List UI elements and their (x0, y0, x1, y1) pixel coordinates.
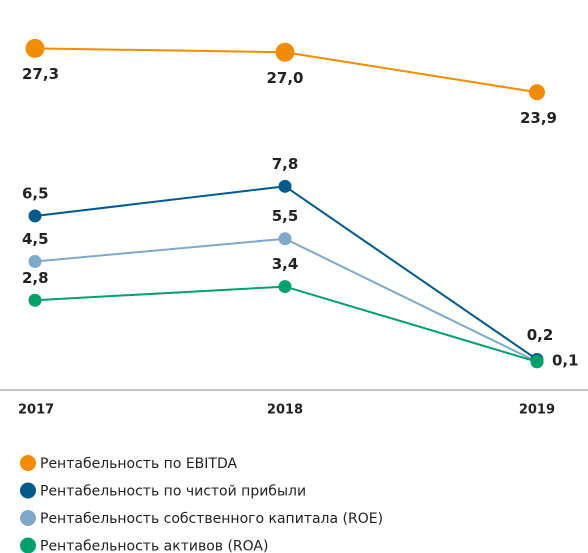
legend-label: Рентабельность активов (ROA) (40, 539, 268, 553)
legend-label: Рентабельность по чистой прибыли (40, 484, 306, 500)
data-label: 27,3 (22, 65, 59, 83)
legend-marker (20, 537, 36, 553)
x-tick-label: 2017 (18, 403, 54, 418)
data-point (28, 293, 42, 307)
data-point (28, 255, 42, 269)
data-point (278, 280, 292, 294)
data-label: 0,1 (552, 351, 579, 369)
data-label: 23,9 (520, 109, 557, 127)
data-label: 3,4 (272, 255, 299, 273)
x-tick-label: 2018 (267, 403, 303, 418)
legend-marker (20, 510, 36, 526)
data-point (278, 232, 292, 246)
data-label: 2,8 (22, 269, 49, 287)
data-point (530, 355, 544, 369)
data-point (529, 84, 545, 101)
legend-label: Рентабельность собственного капитала (RO… (40, 511, 383, 527)
data-point (278, 179, 292, 193)
legend-label: Рентабельность по EBITDA (40, 456, 237, 472)
data-label: 27,0 (266, 69, 303, 87)
data-point (275, 42, 295, 62)
data-label: 5,5 (272, 207, 299, 225)
data-label: 0,2 (527, 326, 554, 344)
legend-marker (20, 482, 36, 499)
data-point (25, 38, 45, 58)
legend-marker (20, 455, 36, 471)
data-label: 6,5 (22, 184, 49, 202)
data-point (28, 209, 42, 223)
data-label: 4,5 (22, 230, 49, 248)
x-tick-label: 2019 (519, 403, 555, 418)
data-label: 7,8 (272, 155, 299, 173)
